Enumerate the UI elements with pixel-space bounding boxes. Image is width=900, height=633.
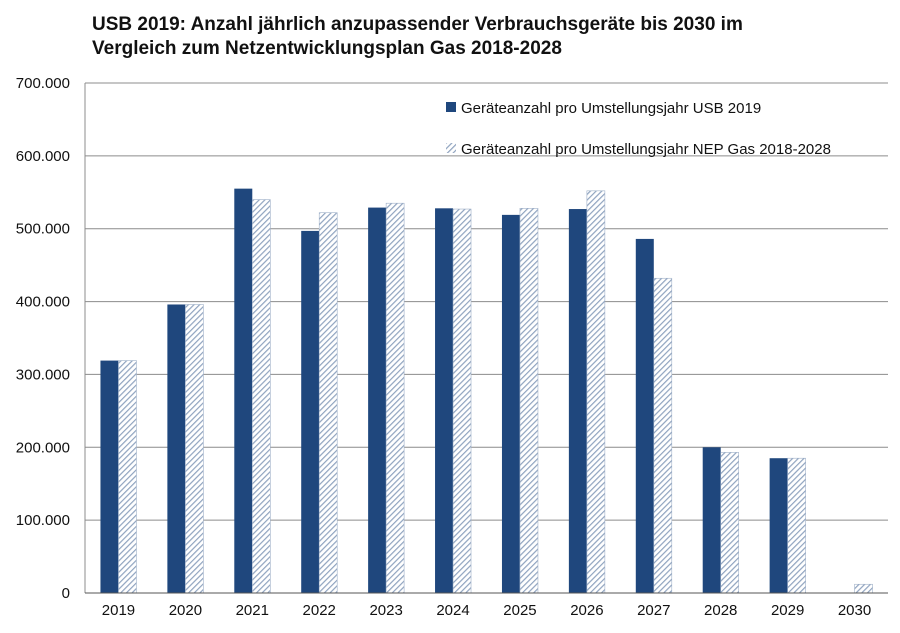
x-tick-label: 2027 (637, 602, 670, 619)
bar-nep-gas (519, 208, 539, 594)
y-tick-label: 0 (62, 585, 70, 602)
legend-swatch-usb-2019 (446, 102, 456, 112)
bar-usb-2019 (501, 214, 520, 593)
bar-usb-2019 (769, 458, 788, 593)
bar-nep-gas (318, 212, 338, 594)
legend-label: Geräteanzahl pro Umstellungsjahr USB 201… (461, 100, 761, 117)
x-tick-label: 2021 (236, 602, 269, 619)
x-tick-label: 2028 (704, 602, 737, 619)
x-tick-label: 2029 (771, 602, 804, 619)
chart-title-line-1: USB 2019: Anzahl jährlich anzupassender … (92, 14, 743, 35)
bar-usb-2019 (368, 207, 387, 594)
bar-nep-gas (653, 277, 673, 594)
bar-usb-2019 (234, 188, 253, 593)
y-tick-label: 200.000 (16, 439, 70, 456)
bar-nep-gas (586, 190, 606, 594)
legend-label: Geräteanzahl pro Umstellungsjahr NEP Gas… (461, 141, 831, 158)
bar-nep-gas (185, 304, 204, 594)
legend: Geräteanzahl pro Umstellungsjahr USB 201… (446, 100, 831, 158)
x-axis-ticks: 2019 2020 2021 2022 2023 2024 2025 2026 2027 2028… (85, 592, 888, 619)
bar-usb-2019 (702, 447, 721, 593)
x-tick-label: 2030 (838, 602, 871, 619)
bar-nep-gas (118, 360, 137, 594)
x-tick-label: 2024 (436, 602, 469, 619)
y-tick-label: 400.000 (16, 294, 70, 311)
x-tick-label: 2020 (169, 602, 202, 619)
y-axis-ticks: 0 100.000 200.000 300.000 400.000 500.000 600.… (16, 75, 70, 602)
bar-usb-2019 (301, 230, 320, 593)
bar-usb-2019 (568, 209, 587, 594)
legend-swatch-nep-gas (446, 143, 456, 153)
chart-title-line-2: Vergleich zum Netzentwicklungsplan Gas 2… (92, 38, 562, 59)
x-tick-label: 2019 (102, 602, 135, 619)
chart-title: USB 2019: Anzahl jährlich anzupassender … (92, 13, 743, 61)
y-tick-label: 100.000 (16, 512, 70, 529)
bar-nep-gas (251, 199, 271, 594)
bar-usb-2019 (167, 304, 186, 593)
bar-nep-gas (720, 452, 740, 594)
y-tick-label: 700.000 (16, 75, 70, 92)
x-tick-label: 2023 (369, 602, 402, 619)
gridlines (84, 82, 888, 594)
bars (100, 188, 873, 594)
bar-usb-2019 (435, 208, 454, 594)
bar-nep-gas (452, 208, 472, 594)
bar-nep-gas (854, 583, 873, 594)
y-tick-label: 300.000 (16, 366, 70, 383)
y-tick-label: 600.000 (16, 148, 70, 165)
x-tick-label: 2022 (303, 602, 336, 619)
x-tick-label: 2025 (503, 602, 536, 619)
bar-usb-2019 (100, 360, 119, 593)
x-tick-label: 2026 (570, 602, 603, 619)
bar-nep-gas (385, 202, 405, 594)
y-tick-label: 500.000 (16, 221, 70, 238)
bar-usb-2019 (635, 238, 654, 593)
bar-nep-gas (787, 457, 806, 594)
